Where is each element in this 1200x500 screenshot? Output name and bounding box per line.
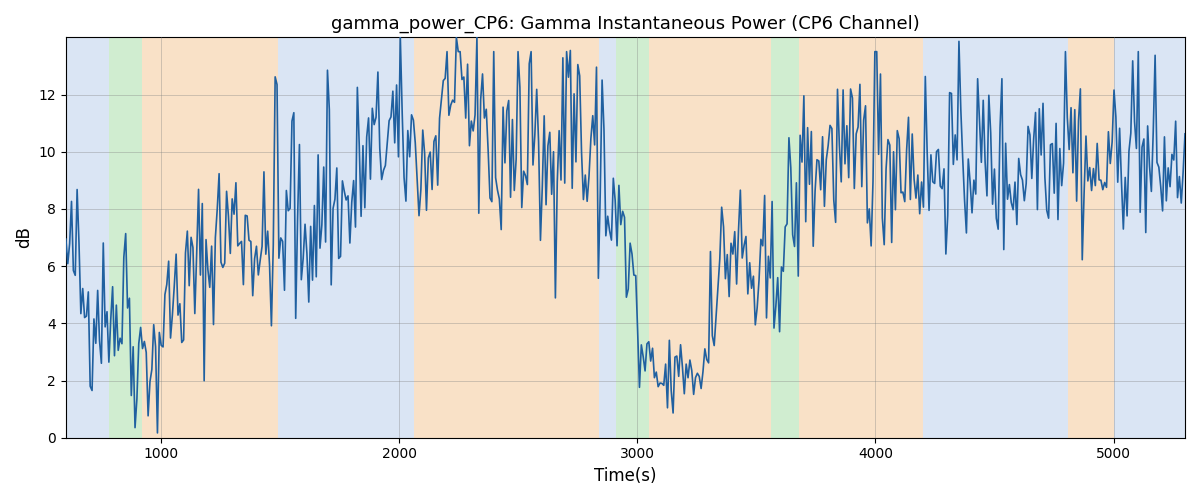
Bar xyxy=(1068,38,1114,438)
Bar xyxy=(66,38,109,438)
Bar xyxy=(278,38,414,438)
Bar xyxy=(109,38,142,438)
Bar xyxy=(799,38,923,438)
Bar xyxy=(616,38,649,438)
Bar xyxy=(414,38,599,438)
Bar xyxy=(142,38,278,438)
Bar xyxy=(1114,38,1186,438)
X-axis label: Time(s): Time(s) xyxy=(594,467,656,485)
Y-axis label: dB: dB xyxy=(16,226,34,248)
Bar xyxy=(649,38,770,438)
Bar xyxy=(770,38,799,438)
Bar xyxy=(923,38,1068,438)
Title: gamma_power_CP6: Gamma Instantaneous Power (CP6 Channel): gamma_power_CP6: Gamma Instantaneous Pow… xyxy=(331,15,920,34)
Bar xyxy=(599,38,616,438)
